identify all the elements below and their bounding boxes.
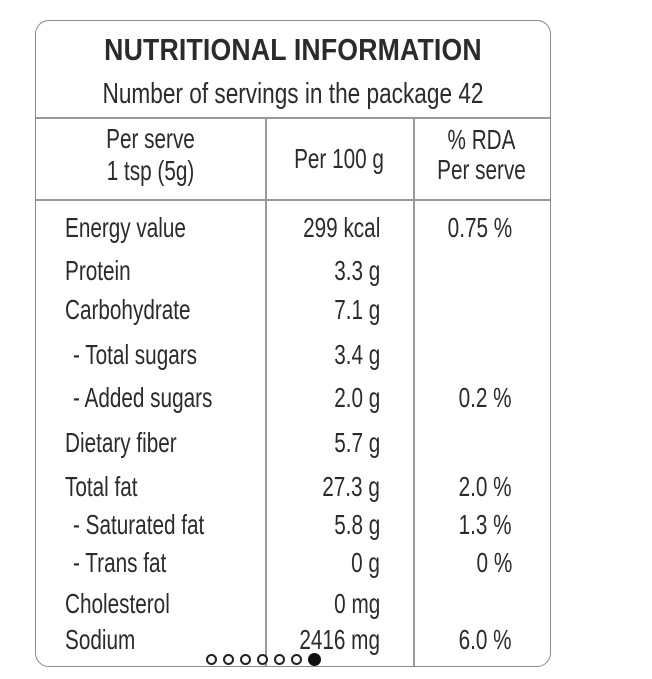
row-sodium-rda: 6.0 % [459,624,512,655]
row-saturated-fat-value: 5.8 g [333,509,380,540]
carousel-dot-7-active[interactable] [308,652,321,666]
carousel-dot-1[interactable] [206,653,217,665]
header-per-serve-line2: 1 tsp (5g) [106,155,195,186]
row-protein-value: 3.3 g [333,255,380,286]
column-divider-2 [413,117,415,666]
row-total-sugars-label: - Total sugars [73,339,197,370]
header-rda-line1: % RDA [447,124,516,155]
row-saturated-fat-rda: 1.3 % [459,509,512,540]
carousel-dot-4[interactable] [257,653,268,665]
header-per-100g: Per 100 g [294,143,384,174]
column-divider-1 [265,117,267,666]
row-cholesterol-label: Cholesterol [65,588,170,619]
header-per-serve-line1: Per serve [106,123,195,154]
carousel-dot-3[interactable] [240,653,251,665]
row-sodium-value: 2416 mg [299,624,380,655]
row-sodium-label: Sodium [65,624,136,655]
nutrition-label: NUTRITIONAL INFORMATION Number of servin… [35,20,551,667]
carousel-dot-5[interactable] [274,653,285,665]
divider-columns [36,199,550,201]
row-total-fat-value: 27.3 g [322,471,380,502]
divider-header [36,117,550,119]
row-added-sugars-rda: 0.2 % [459,382,512,413]
label-header: NUTRITIONAL INFORMATION Number of servin… [36,21,550,117]
row-energy-label: Energy value [65,212,186,243]
carousel-dot-2[interactable] [223,653,234,665]
row-energy-rda: 0.75 % [447,212,512,243]
row-total-fat-rda: 2.0 % [459,471,512,502]
label-title: NUTRITIONAL INFORMATION [104,32,482,67]
header-rda-line2: Per serve [437,154,526,185]
row-total-fat-label: Total fat [65,471,138,502]
row-carbohydrate-label: Carbohydrate [65,294,191,325]
row-added-sugars-value: 2.0 g [333,382,380,413]
header-per-serve: Per serve 1 tsp (5g) [66,123,235,187]
carousel-dot-6[interactable] [291,653,302,665]
row-added-sugars-label: - Added sugars [73,382,213,413]
row-fiber-label: Dietary fiber [65,427,177,458]
row-fiber-value: 5.7 g [333,427,380,458]
header-rda: % RDA Per serve [431,125,532,185]
carousel-dots [206,651,321,667]
row-carbohydrate-value: 7.1 g [333,294,380,325]
row-trans-fat-value: 0 g [351,547,380,578]
row-cholesterol-value: 0 mg [333,588,380,619]
row-protein-label: Protein [65,255,131,286]
row-total-sugars-value: 3.4 g [333,339,380,370]
row-trans-fat-rda: 0 % [476,547,512,578]
servings-count: Number of servings in the package 42 [102,78,484,110]
row-saturated-fat-label: - Saturated fat [73,509,205,540]
row-energy-value: 299 kcal [302,212,380,243]
row-trans-fat-label: - Trans fat [73,547,167,578]
